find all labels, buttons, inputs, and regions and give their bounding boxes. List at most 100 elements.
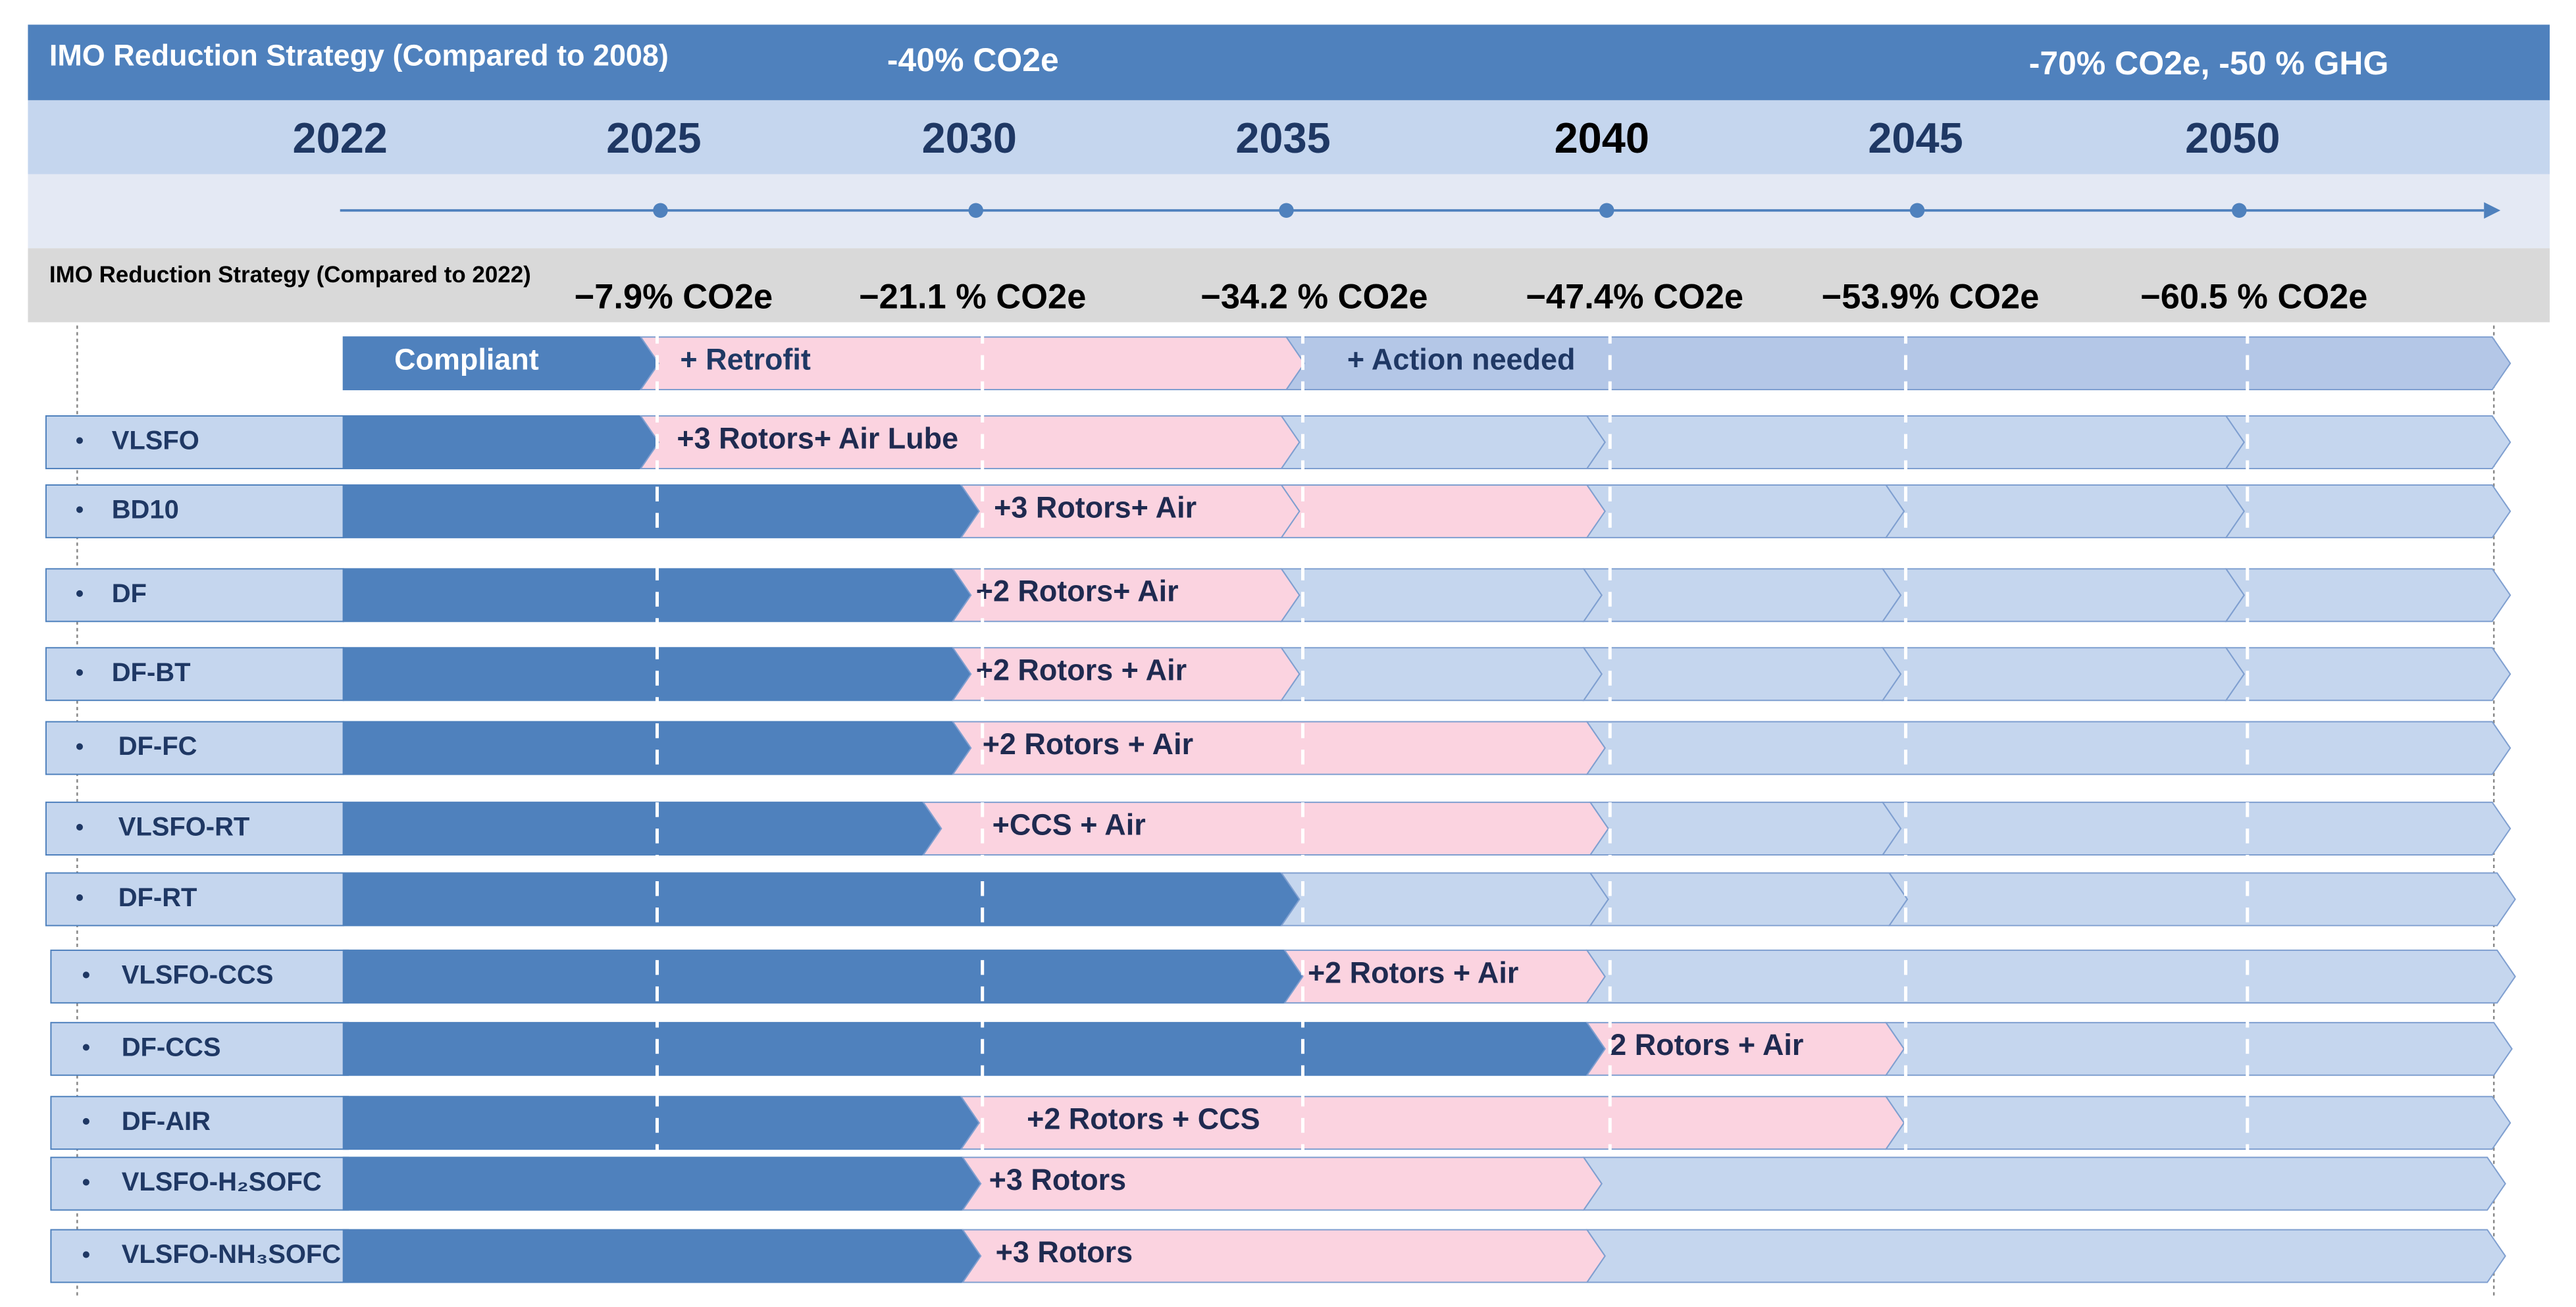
row-action: +3 Rotors — [996, 1235, 1133, 1269]
segment — [1881, 802, 2512, 856]
row-action: +2 Rotors + Air — [1308, 956, 1518, 989]
segment — [342, 1096, 980, 1150]
row-action: +CCS + Air — [992, 807, 1146, 841]
segment — [342, 1021, 1606, 1076]
segment — [1585, 949, 2516, 1004]
row-label: VLSFO-NH₃SOFC — [122, 1240, 341, 1269]
row-label: VLSFO-CCS — [122, 960, 274, 989]
row-label: DF — [112, 579, 147, 608]
segment — [1582, 647, 1902, 702]
row-action: +2 Rotors+ Air — [976, 575, 1179, 608]
segment — [342, 1229, 982, 1283]
axis-dot — [653, 203, 668, 218]
axis-dot — [1279, 203, 1294, 218]
segment — [2225, 415, 2512, 469]
row-bullet: • — [82, 1242, 90, 1268]
row-bullet: • — [82, 1169, 90, 1195]
strategy-value: −34.2 % CO2e — [1200, 278, 1428, 317]
strategy-title: IMO Reduction Strategy (Compared to 2022… — [49, 262, 531, 288]
strategy-value: −53.9% CO2e — [1822, 278, 2040, 317]
segment — [1589, 872, 1909, 927]
segment — [2225, 568, 2512, 623]
row-action: +3 Rotors+ Air Lube — [677, 421, 958, 455]
segment — [1280, 872, 1609, 927]
segment — [342, 415, 660, 469]
segment — [1589, 802, 1902, 856]
segment — [342, 872, 1301, 927]
row-label-box — [45, 484, 344, 538]
rows: Compliant + Retrofit + Action needed • VLSFO… — [45, 336, 2516, 1283]
year-label: 2040 — [1555, 114, 1649, 162]
legend-label: + Retrofit — [680, 342, 810, 376]
segment — [1881, 647, 2245, 702]
row-bullet: • — [76, 885, 84, 911]
strategy-value: −47.4% CO2e — [1526, 278, 1743, 317]
axis-dot — [968, 203, 983, 218]
segment — [342, 484, 980, 538]
row-label: DF-CCS — [122, 1033, 221, 1062]
row-label: DF-RT — [118, 883, 197, 912]
axis-dot — [1599, 203, 1614, 218]
row-label: VLSFO-RT — [118, 813, 250, 842]
row-bullet: • — [76, 497, 84, 523]
header-title: IMO Reduction Strategy (Compared to 2008… — [49, 38, 669, 72]
segment — [1888, 872, 2516, 927]
segment — [1881, 568, 2245, 623]
row-bullet: • — [76, 428, 84, 453]
segment — [1582, 1156, 2506, 1211]
segment — [342, 1156, 982, 1211]
year-label: 2045 — [1868, 114, 1963, 162]
year-bar — [28, 100, 2550, 174]
row-label-box — [50, 1156, 349, 1211]
year-label: 2025 — [606, 114, 701, 162]
row-label: DF-FC — [118, 732, 197, 761]
row-label: BD10 — [112, 495, 179, 524]
segment — [1585, 484, 1905, 538]
row-label: VLSFO — [112, 426, 199, 455]
legend-label: + Action needed — [1347, 342, 1576, 376]
row-bullet: • — [76, 814, 84, 840]
row-action: +2 Rotors + Air — [976, 654, 1187, 687]
strategy-value: −21.1 % CO2e — [859, 278, 1086, 317]
row-label-box — [45, 802, 344, 856]
segment — [1585, 1229, 2506, 1283]
row-bullet: • — [82, 1035, 90, 1060]
row-action: +2 Rotors + CCS — [1027, 1102, 1260, 1136]
segment — [1884, 1021, 2513, 1076]
segment — [1280, 647, 1603, 702]
row-label-box — [45, 568, 344, 623]
strategy-value: −60.5 % CO2e — [2140, 278, 2367, 317]
segment — [342, 949, 1304, 1004]
strategy-value: −7.9% CO2e — [575, 278, 773, 317]
milestone: -40% CO2e — [887, 41, 1059, 78]
row-action: +3 Rotors+ Air — [994, 490, 1197, 524]
legend-label: Compliant — [394, 342, 539, 376]
row-label: DF-AIR — [122, 1107, 211, 1136]
row-bullet: • — [82, 962, 90, 988]
row-action: +3 Rotors — [989, 1163, 1126, 1196]
row-bullet: • — [76, 734, 84, 759]
segment — [1280, 484, 1606, 538]
header-bar — [28, 24, 2550, 101]
segment — [1585, 721, 2512, 775]
row-bullet: • — [76, 581, 84, 607]
milestone: -70% CO2e, -50 % GHG — [2029, 45, 2389, 82]
row-label: DF-BT — [112, 658, 191, 687]
segment — [1585, 415, 2245, 469]
row-bullet: • — [76, 659, 84, 685]
segment — [2225, 484, 2512, 538]
row-action: 2 Rotors + Air — [1610, 1028, 1803, 1062]
row-label-box — [45, 647, 344, 702]
row-bullet: • — [82, 1108, 90, 1134]
row-label-box — [50, 1021, 349, 1076]
axis-dot — [1909, 203, 1925, 218]
segment — [342, 802, 942, 856]
year-label: 2050 — [2185, 114, 2280, 162]
row-label-box — [50, 1096, 349, 1150]
axis-arrow — [2484, 202, 2501, 219]
segment — [1280, 415, 1606, 469]
row-label: VLSFO-H₂SOFC — [122, 1167, 322, 1196]
segment — [1582, 568, 1902, 623]
year-label: 2030 — [922, 114, 1017, 162]
